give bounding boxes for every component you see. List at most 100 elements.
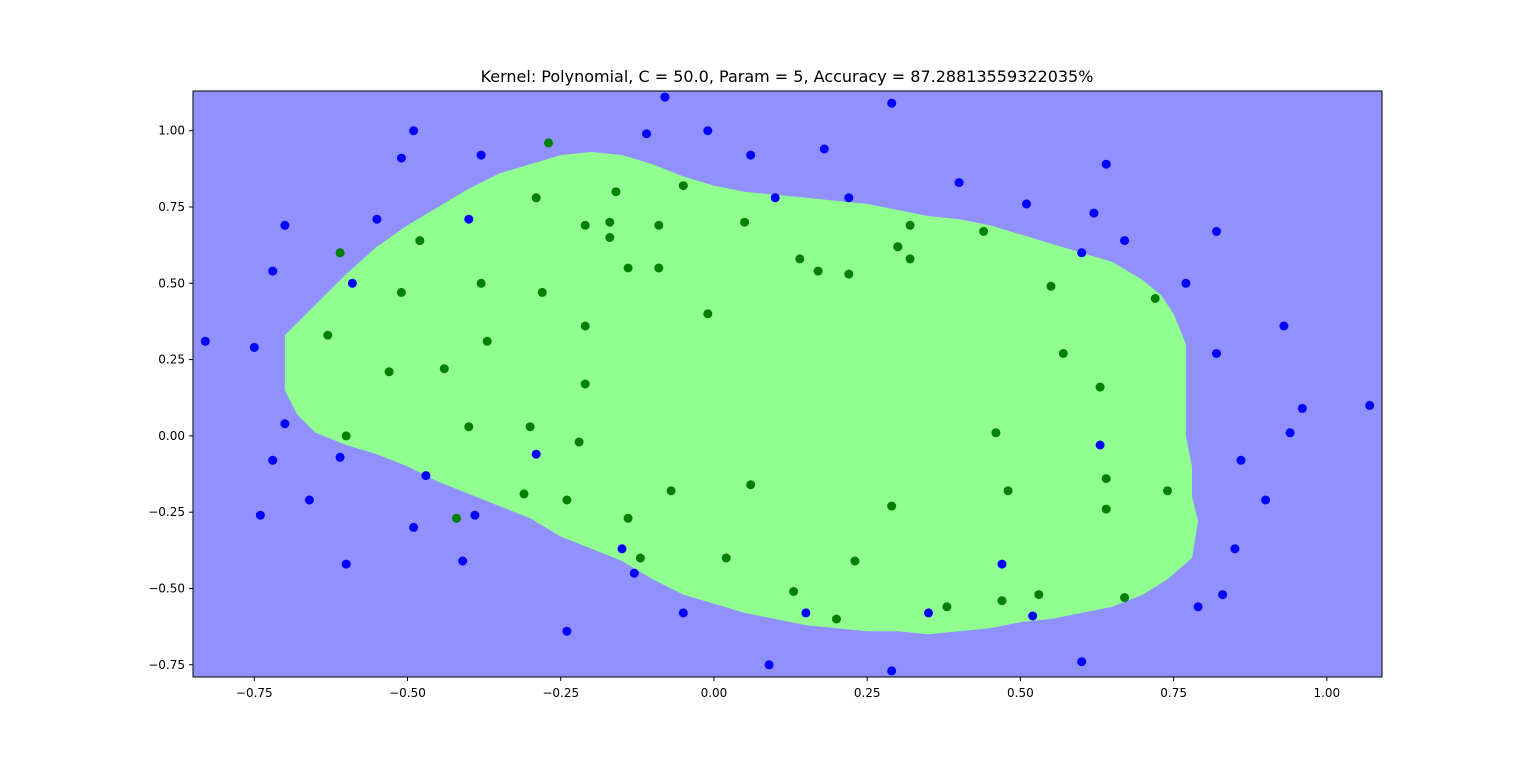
blue-point [341, 559, 351, 569]
x-tick-label: −0.25 [542, 686, 579, 700]
green-point [1101, 474, 1111, 484]
blue-point [1077, 248, 1087, 258]
green-point [452, 513, 461, 523]
green-point [341, 431, 351, 441]
blue-point [746, 150, 756, 160]
green-point [678, 181, 688, 191]
green-point [611, 187, 621, 197]
green-point [482, 336, 492, 346]
blue-point [660, 92, 670, 102]
green-point [746, 480, 756, 490]
green-point [942, 602, 952, 612]
green-point [850, 556, 860, 566]
x-axis: −0.75 −0.50 −0.25 0.00 0.25 0.50 0.75 1.00 [236, 677, 1340, 700]
green-point [544, 138, 553, 148]
green-point [893, 242, 903, 252]
x-tick-label: 1.00 [1313, 686, 1340, 700]
blue-point [819, 144, 829, 154]
green-point [997, 596, 1007, 606]
green-point [323, 330, 333, 340]
y-axis: −0.75 −0.50 −0.25 0.00 0.25 0.50 0.75 1.00 [148, 124, 193, 672]
green-point [795, 254, 805, 264]
blue-point [1089, 208, 1099, 218]
decision-region-group [284, 152, 1199, 635]
blue-point [924, 608, 933, 618]
green-point [703, 309, 713, 319]
blue-point [464, 214, 474, 224]
green-point [654, 220, 664, 230]
plot-area [192, 90, 1383, 678]
points-layer [200, 92, 1375, 676]
blue-point [1297, 403, 1307, 413]
x-tick-label: −0.50 [389, 686, 426, 700]
blue-point [409, 126, 419, 136]
green-point [1034, 590, 1044, 600]
green-point [519, 489, 529, 499]
blue-point [268, 266, 278, 276]
y-tick-label: 1.00 [158, 124, 185, 138]
blue-point [409, 522, 419, 532]
green-point [635, 553, 645, 563]
blue-point [1218, 590, 1228, 600]
green-point [1101, 504, 1111, 514]
green-point [740, 217, 750, 227]
green-point [605, 217, 615, 227]
blue-point [347, 278, 357, 288]
green-point [979, 226, 989, 236]
blue-point [1261, 495, 1271, 505]
y-tick-label: 0.50 [158, 276, 185, 290]
blue-point [887, 666, 897, 676]
blue-point [997, 559, 1007, 569]
y-tick-label: 0.75 [158, 200, 185, 214]
plot-frame [192, 90, 1383, 678]
blue-point [255, 510, 265, 520]
blue-point [1365, 400, 1375, 410]
green-point [580, 321, 590, 331]
blue-point [770, 193, 780, 203]
blue-point [1236, 455, 1246, 465]
green-point [789, 587, 799, 596]
green-point [384, 367, 394, 377]
green-point [887, 501, 897, 511]
blue-point [1279, 321, 1289, 331]
blue-point [617, 544, 627, 554]
x-tick-label: 0.75 [1160, 686, 1187, 700]
blue-point [280, 220, 290, 230]
green-point [574, 437, 584, 447]
green-point [1046, 281, 1056, 291]
green-point [721, 553, 731, 563]
green-point [666, 486, 676, 496]
x-tick-label: 0.25 [854, 686, 881, 700]
green-point [580, 379, 590, 389]
blue-point [1095, 440, 1105, 450]
blue-point [396, 153, 406, 163]
x-tick-label: −0.75 [236, 686, 273, 700]
blue-point [249, 342, 259, 352]
green-point [605, 233, 615, 242]
x-tick-label: 0.50 [1007, 686, 1034, 700]
blue-point [280, 419, 290, 429]
green-point [623, 263, 633, 273]
blue-point [304, 495, 314, 505]
y-tick-label: 0.25 [158, 353, 185, 367]
blue-point [1230, 544, 1240, 554]
green-point [1095, 382, 1105, 392]
green-point [813, 266, 823, 276]
green-point [832, 614, 841, 624]
green-point [396, 287, 406, 297]
inside-region [284, 152, 1199, 635]
blue-point [954, 178, 964, 188]
blue-point [642, 129, 651, 139]
blue-point [1285, 428, 1295, 438]
blue-point [764, 660, 774, 670]
green-point [1163, 486, 1172, 496]
green-point [1003, 486, 1013, 496]
green-point [580, 220, 590, 230]
green-point [415, 236, 425, 246]
blue-point [1212, 226, 1221, 236]
blue-point [1022, 199, 1031, 209]
green-point [1150, 294, 1160, 303]
green-point [1058, 349, 1068, 358]
blue-point [458, 556, 468, 566]
